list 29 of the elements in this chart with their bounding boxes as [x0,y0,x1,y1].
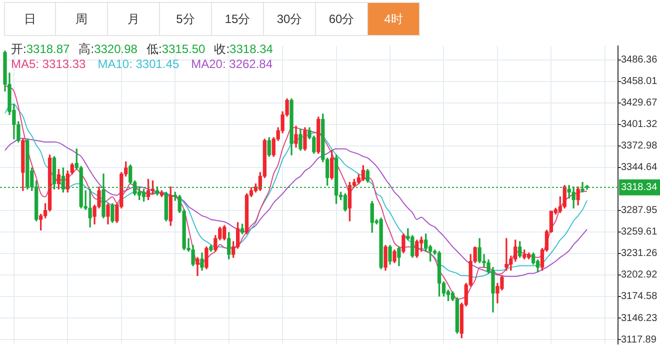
annotation: 高:3320.98 [78,42,138,56]
y-tick-label: 3372.98 [621,140,658,152]
y-tick-label: 3202.92 [621,270,658,281]
annotation: MA5: 3313.33 [11,57,86,71]
tab-button: 4时 [368,2,420,36]
y-tick-label: 3287.95 [621,205,658,216]
y-tick-label: 3344.64 [621,162,658,174]
tab-button: 30分 [264,2,316,36]
tab-button: 5分 [160,2,212,36]
y-tick-label: 3486.36 [621,54,658,66]
tab-button: 日 [4,2,56,36]
annotation: 收:3318.34 [214,42,273,56]
tab-button: 周 [56,2,108,36]
ref-line-label: 3318.34 [621,182,658,194]
tab-button: 60分 [316,2,368,36]
annotation: 低:3315.50 [146,42,206,56]
y-tick-label: 3174.58 [621,291,658,302]
y-tick-label: 3458.01 [621,76,658,88]
y-tick-label: 3401.32 [621,119,658,130]
y-tick-label: 3117.89 [621,334,657,346]
tab-button: 月 [108,2,160,36]
annotation: MA20: 3262.84 [191,57,273,71]
y-tick-label: 3429.67 [621,98,658,109]
y-tick-label: 3259.61 [621,226,658,238]
y-tick-label: 3231.26 [621,248,658,260]
y-tick-label: 3146.23 [621,312,658,324]
tab-button: 15分 [212,2,264,36]
annotation: MA10: 3301.45 [98,57,180,71]
annotation: 开:3318.87 [11,42,70,56]
